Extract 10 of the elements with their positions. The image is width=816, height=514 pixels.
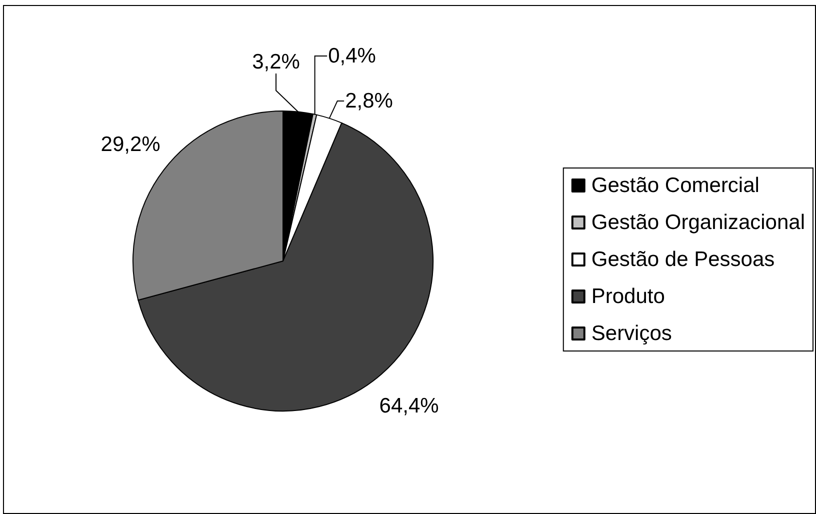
legend-label: Gestão Organizacional [591, 211, 806, 234]
data-label: 29,2% [100, 132, 160, 156]
data-label: 2,8% [345, 90, 393, 112]
data-label: 64,4% [379, 394, 439, 418]
legend-label: Gestão Comercial [591, 174, 760, 197]
legend-label: Produto [591, 285, 665, 308]
data-label: 3,2% [252, 50, 300, 74]
legend-label: Serviços [591, 322, 672, 345]
data-label: 0,4% [328, 44, 376, 68]
legend-label: Gestão de Pessoas [591, 248, 775, 271]
